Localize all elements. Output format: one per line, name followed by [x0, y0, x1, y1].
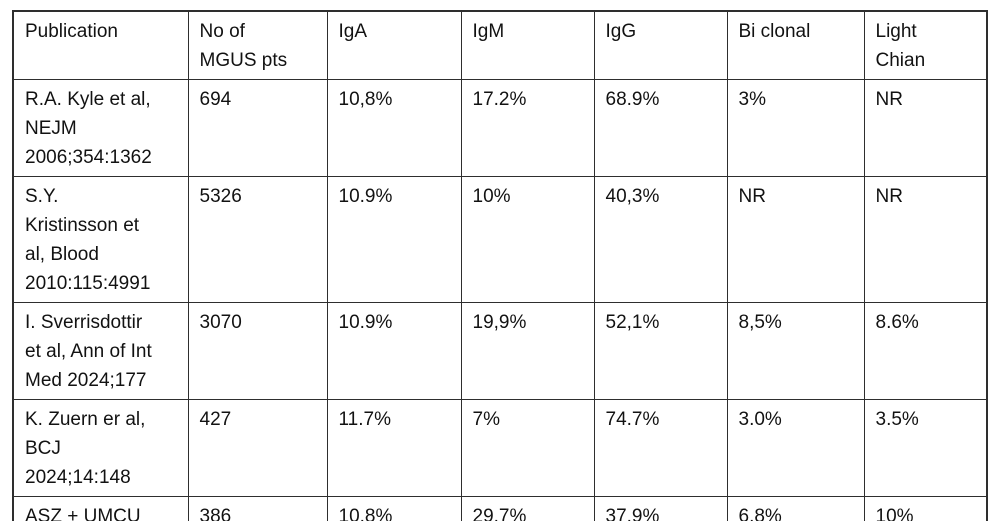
table-row: ASZ + UMCU 386 10.8% 29.7% 37.9% 6.8% 10…: [12, 496, 988, 521]
table-row: S.Y. Kristinsson et al, Blood 2010:115:4…: [12, 176, 988, 303]
cell-igg: 52,1%: [593, 302, 728, 400]
col-header-mgus-count: No of MGUS pts: [187, 10, 328, 80]
cell-igg: 40,3%: [593, 176, 728, 303]
cell-mgus-count: 5326: [187, 176, 328, 303]
cell-mgus-count: 3070: [187, 302, 328, 400]
cell-igm: 17.2%: [460, 79, 595, 177]
cell-publication: R.A. Kyle et al, NEJM 2006;354:1362: [12, 79, 189, 177]
col-header-igm: IgM: [460, 10, 595, 80]
cell-biclonal: NR: [726, 176, 865, 303]
cell-iga: 10,8%: [326, 79, 462, 177]
col-header-iga: IgA: [326, 10, 462, 80]
table-row: R.A. Kyle et al, NEJM 2006;354:1362 694 …: [12, 79, 988, 177]
cell-light-chain: NR: [863, 79, 988, 177]
cell-publication: ASZ + UMCU: [12, 496, 189, 521]
cell-biclonal: 3%: [726, 79, 865, 177]
cell-igm: 29.7%: [460, 496, 595, 521]
cell-biclonal: 8,5%: [726, 302, 865, 400]
col-header-publication: Publication: [12, 10, 189, 80]
cell-iga: 10.9%: [326, 176, 462, 303]
col-header-biclonal: Bi clonal: [726, 10, 865, 80]
cell-light-chain: 3.5%: [863, 399, 988, 497]
cell-iga: 10.8%: [326, 496, 462, 521]
cell-mgus-count: 386: [187, 496, 328, 521]
table-row: K. Zuern er al, BCJ 2024;14:148 427 11.7…: [12, 399, 988, 497]
cell-igg: 37.9%: [593, 496, 728, 521]
cell-igm: 19,9%: [460, 302, 595, 400]
cell-light-chain: 10%: [863, 496, 988, 521]
cell-light-chain: NR: [863, 176, 988, 303]
cell-mgus-count: 427: [187, 399, 328, 497]
cell-igg: 74.7%: [593, 399, 728, 497]
cell-igg: 68.9%: [593, 79, 728, 177]
table-header-row: Publication No of MGUS pts IgA IgM IgG B…: [12, 10, 988, 80]
cell-igm: 10%: [460, 176, 595, 303]
cell-publication: I. Sverrisdottir et al, Ann of Int Med 2…: [12, 302, 189, 400]
mgus-publications-table: Publication No of MGUS pts IgA IgM IgG B…: [12, 10, 988, 521]
cell-iga: 11.7%: [326, 399, 462, 497]
cell-igm: 7%: [460, 399, 595, 497]
cell-biclonal: 6.8%: [726, 496, 865, 521]
cell-biclonal: 3.0%: [726, 399, 865, 497]
cell-iga: 10.9%: [326, 302, 462, 400]
col-header-light-chain: Light Chian: [863, 10, 988, 80]
cell-light-chain: 8.6%: [863, 302, 988, 400]
cell-publication: S.Y. Kristinsson et al, Blood 2010:115:4…: [12, 176, 189, 303]
col-header-igg: IgG: [593, 10, 728, 80]
cell-mgus-count: 694: [187, 79, 328, 177]
table-row: I. Sverrisdottir et al, Ann of Int Med 2…: [12, 302, 988, 400]
cell-publication: K. Zuern er al, BCJ 2024;14:148: [12, 399, 189, 497]
